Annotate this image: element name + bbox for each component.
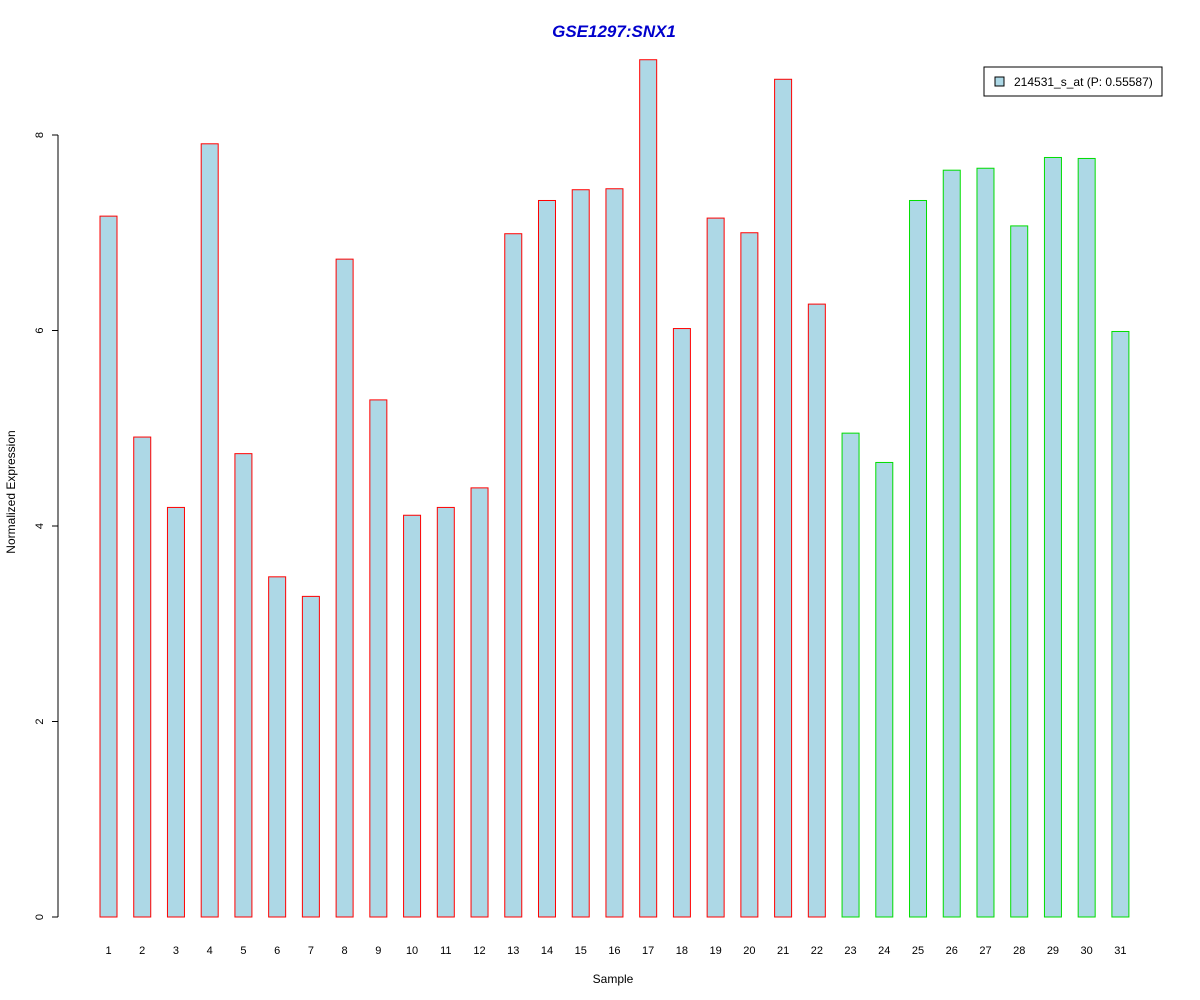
x-tick-label: 6 xyxy=(274,945,280,957)
bar-sample-27 xyxy=(976,167,995,918)
bar-sample-3 xyxy=(166,506,185,918)
bar-sample-21 xyxy=(774,78,793,918)
bar-sample-1 xyxy=(99,215,118,918)
bar-sample-23 xyxy=(841,432,860,918)
bar-sample-4 xyxy=(200,143,219,918)
x-tick-label: 24 xyxy=(878,945,890,957)
x-tick-label: 19 xyxy=(710,945,722,957)
x-tick-label: 14 xyxy=(541,945,553,957)
x-tick-label: 4 xyxy=(207,945,213,957)
bar-sample-26 xyxy=(942,169,961,918)
y-tick-label: 2 xyxy=(34,718,46,724)
x-tick-label: 11 xyxy=(440,945,451,957)
x-tick-label: 2 xyxy=(139,945,145,957)
bar-sample-25 xyxy=(909,199,928,918)
x-axis-title: Sample xyxy=(593,972,634,986)
bar-sample-10 xyxy=(403,514,422,918)
y-tick-label: 0 xyxy=(34,914,46,920)
legend-box xyxy=(983,66,1163,97)
bar-sample-16 xyxy=(605,188,624,918)
legend-label: 214531_s_at (P: 0.55587) xyxy=(1014,75,1153,89)
x-tick-label: 21 xyxy=(777,945,789,957)
x-tick-label: 23 xyxy=(844,945,856,957)
bar-sample-6 xyxy=(268,576,287,918)
x-tick-label: 10 xyxy=(406,945,418,957)
x-tick-label: 28 xyxy=(1013,945,1025,957)
x-tick-label: 8 xyxy=(342,945,348,957)
chart-title: GSE1297:SNX1 xyxy=(552,22,676,41)
bar-sample-13 xyxy=(504,233,523,918)
x-tick-label: 31 xyxy=(1114,945,1126,957)
x-tick-label: 29 xyxy=(1047,945,1059,957)
x-tick-label: 5 xyxy=(240,945,246,957)
x-tick-label: 20 xyxy=(743,945,755,957)
x-tick-label: 9 xyxy=(375,945,381,957)
legend-swatch xyxy=(994,76,1005,87)
legend: 214531_s_at (P: 0.55587) xyxy=(983,66,1163,97)
bar-sample-11 xyxy=(436,506,455,918)
bar-sample-12 xyxy=(470,487,489,918)
y-tick-label: 8 xyxy=(34,132,46,138)
x-tick-label: 25 xyxy=(912,945,924,957)
x-tick-label: 7 xyxy=(308,945,314,957)
bar-sample-18 xyxy=(672,328,691,918)
x-tick-label: 22 xyxy=(811,945,823,957)
x-tick-label: 13 xyxy=(507,945,519,957)
bar-sample-22 xyxy=(807,303,826,918)
x-tick-label: 15 xyxy=(575,945,587,957)
x-tick-label: 16 xyxy=(608,945,620,957)
bar-sample-31 xyxy=(1111,330,1130,918)
bar-sample-19 xyxy=(706,217,725,918)
y-tick-label: 6 xyxy=(34,327,46,333)
x-tick-label: 27 xyxy=(979,945,991,957)
bar-sample-29 xyxy=(1043,156,1062,918)
y-tick-label: 4 xyxy=(34,523,46,529)
x-tick-label: 12 xyxy=(473,945,485,957)
bar-sample-30 xyxy=(1077,157,1096,918)
y-axis-title: Normalized Expression xyxy=(4,430,18,553)
bar-sample-15 xyxy=(571,189,590,918)
x-tick-label: 3 xyxy=(173,945,179,957)
x-tick-label: 17 xyxy=(642,945,654,957)
bar-sample-28 xyxy=(1010,225,1029,918)
x-tick-label: 26 xyxy=(946,945,958,957)
y-axis: 0 2 4 6 8 xyxy=(34,132,59,920)
x-tick-labels: 1 2 3 4 5 6 7 8 9 10 11 12 13 14 15 16 17 18 19 20 21 22 23 24 2… xyxy=(105,945,1126,957)
bar-sample-7 xyxy=(301,595,320,918)
bar-sample-20 xyxy=(740,232,759,918)
bar-sample-8 xyxy=(335,258,354,918)
bar-sample-2 xyxy=(133,436,152,918)
bars xyxy=(99,59,1130,918)
bar-sample-14 xyxy=(537,199,556,918)
bar-sample-24 xyxy=(875,461,894,918)
x-tick-label: 30 xyxy=(1081,945,1093,957)
bar-sample-5 xyxy=(234,453,253,918)
x-tick-label: 18 xyxy=(676,945,688,957)
bar-sample-17 xyxy=(639,59,658,918)
bar-sample-9 xyxy=(369,399,388,918)
x-tick-label: 1 xyxy=(105,945,111,957)
